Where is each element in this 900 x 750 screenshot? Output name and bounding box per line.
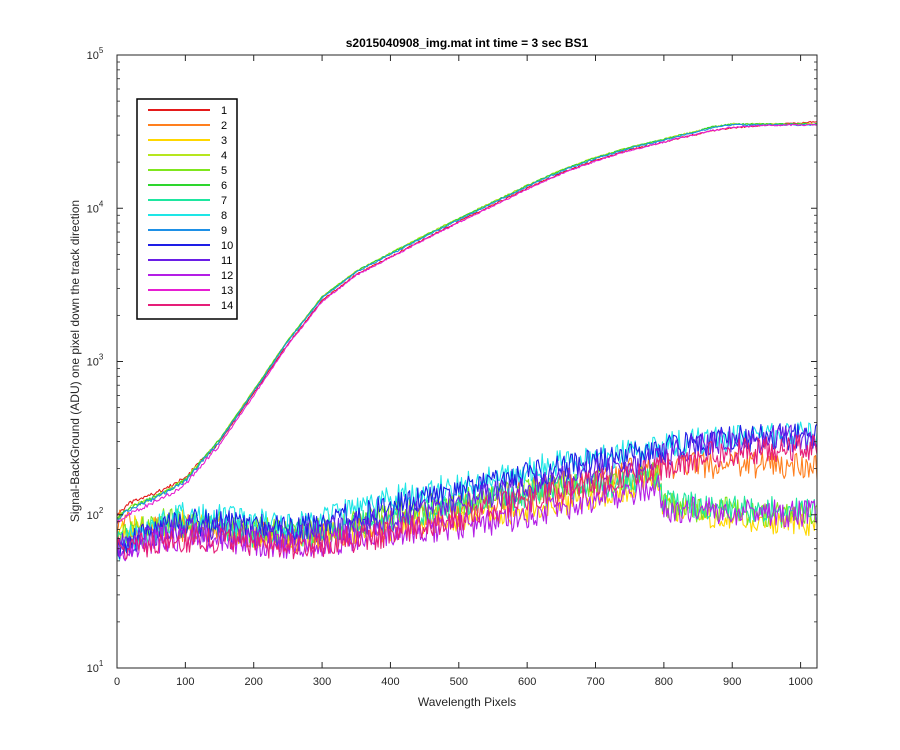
legend-label: 13: [221, 285, 233, 297]
series-line-1: [116, 120, 818, 517]
chart-title: s2015040908_img.mat int time = 3 sec BS1: [346, 36, 589, 50]
y-tick-exponent: 2: [99, 506, 104, 515]
x-tick-label: 600: [518, 676, 536, 688]
y-tick-exponent: 3: [99, 353, 104, 362]
y-tick-base: 10: [87, 663, 99, 675]
x-tick-label: 1000: [788, 676, 812, 688]
x-tick-label: 500: [450, 676, 468, 688]
series-line-14: [116, 434, 818, 560]
legend-label: 3: [221, 135, 227, 147]
legend-label: 2: [221, 120, 227, 132]
x-tick-label: 900: [723, 676, 741, 688]
x-tick-label: 700: [586, 676, 604, 688]
legend-label: 5: [221, 165, 227, 177]
series-group: [116, 120, 818, 562]
y-tick-label: 103: [87, 353, 104, 369]
y-tick-base: 10: [87, 203, 99, 215]
legend-label: 10: [221, 240, 233, 252]
legend-label: 9: [221, 225, 227, 237]
x-tick-label: 200: [245, 676, 263, 688]
legend-label: 6: [221, 180, 227, 192]
y-tick-base: 10: [87, 50, 99, 62]
y-tick-base: 10: [87, 510, 99, 522]
series-line-13: [116, 123, 818, 525]
x-axis: 0 100 200 300 400 500 600 700 800 900 1000: [114, 55, 813, 688]
y-tick-label: 102: [87, 506, 104, 522]
series-line-8: [116, 421, 818, 561]
series-line-12: [116, 474, 818, 562]
x-tick-label: 100: [176, 676, 194, 688]
x-tick-label: 0: [114, 676, 120, 688]
y-axis-title: Signal-BackGround (ADU) one pixel down t…: [68, 200, 82, 522]
y-tick-base: 10: [87, 357, 99, 369]
legend-label: 1: [221, 105, 227, 117]
x-tick-label: 300: [313, 676, 331, 688]
series-line-10: [116, 423, 818, 560]
y-tick-label: 104: [87, 199, 104, 215]
y-tick-exponent: 4: [99, 199, 104, 208]
legend-box: [136, 98, 238, 320]
series-line-9: [116, 123, 818, 520]
legend-label: 4: [221, 150, 227, 162]
y-tick-label: 101: [87, 659, 104, 675]
legend-label: 11: [221, 255, 232, 267]
y-tick-exponent: 5: [99, 46, 104, 55]
y-tick-label: 105: [87, 46, 104, 62]
legend-label: 7: [221, 195, 227, 207]
legend-label: 8: [221, 210, 227, 222]
x-tick-label: 800: [655, 676, 673, 688]
y-tick-exponent: 1: [99, 659, 104, 668]
x-axis-title: Wavelength Pixels: [418, 695, 516, 709]
legend-label: 12: [221, 270, 233, 282]
legend-label: 14: [221, 300, 233, 312]
x-tick-label: 400: [381, 676, 399, 688]
